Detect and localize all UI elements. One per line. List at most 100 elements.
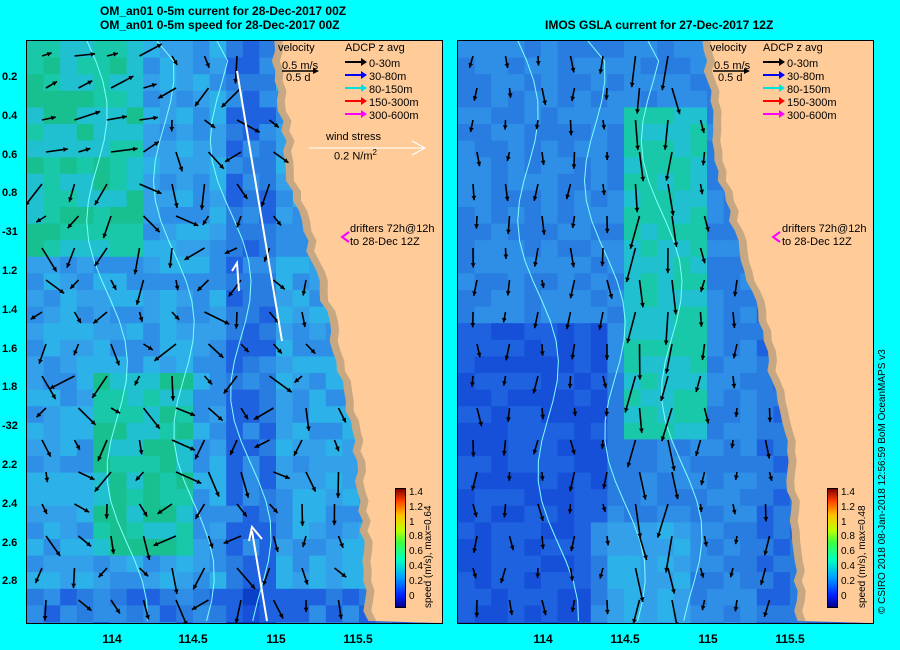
speed-cell [143, 90, 161, 108]
speed-cell [541, 456, 559, 474]
current-arrow [661, 55, 669, 91]
speed-cell [673, 439, 691, 457]
speed-cell [126, 489, 144, 507]
speed-cell [193, 190, 211, 208]
speed-cell [690, 207, 708, 225]
speed-cell [209, 356, 227, 374]
speed-cell [110, 456, 128, 474]
speed-cell [541, 57, 559, 75]
colorbar-tick: 0.2 [841, 575, 855, 587]
speed-cell [773, 522, 791, 540]
current-arrowhead [570, 607, 576, 612]
speed-cell [43, 389, 61, 407]
speed-cell [707, 389, 725, 407]
current-arrowhead [66, 262, 71, 268]
speed-cell [359, 622, 377, 623]
speed-cell [309, 539, 327, 557]
speed-cell [474, 356, 492, 374]
speed-cell [657, 605, 675, 623]
speed-cell [524, 422, 542, 440]
speed-cell [507, 124, 525, 142]
speed-cell [27, 173, 45, 191]
speed-cell [673, 256, 691, 274]
speed-cell [474, 306, 492, 324]
speed-cell [507, 207, 525, 225]
current-arrowhead [208, 543, 214, 549]
current-arrowhead [472, 548, 477, 553]
speed-cell [491, 373, 509, 391]
speed-cell [309, 472, 327, 490]
current-arrowhead [626, 338, 631, 344]
speed-cell [690, 406, 708, 424]
current-arrowhead [272, 508, 278, 513]
speed-cell [93, 57, 111, 75]
speed-cell [574, 107, 592, 125]
speed-cell [474, 522, 492, 540]
speed-cell [607, 406, 625, 424]
current-arrowhead [338, 614, 344, 620]
speed-cell [126, 207, 144, 225]
drifters-line2-right: to 28-Dec 12Z [782, 236, 852, 248]
current-arrowhead [569, 546, 575, 552]
speed-cell [309, 505, 327, 523]
x-tick-115-right: 115 [698, 632, 718, 646]
current-arrowhead [95, 110, 101, 116]
speed-cell [458, 140, 476, 158]
speed-cell [507, 240, 525, 258]
speed-cell [607, 173, 625, 191]
side-credit: © CSIRO 2018 08-Jan-2018 12:56:59 BoM Oc… [877, 349, 888, 614]
speed-cell [524, 406, 542, 424]
speed-cell [541, 588, 559, 606]
speed-cell [43, 157, 61, 175]
speed-cell [242, 555, 260, 573]
speed-cell [574, 273, 592, 291]
current-arrowhead [730, 443, 735, 449]
speed-cell [143, 107, 161, 125]
speed-cell [474, 323, 492, 341]
speed-cell [276, 588, 294, 606]
current-arrowhead [254, 443, 260, 448]
speed-cell [126, 223, 144, 241]
speed-cell [590, 389, 608, 407]
speed-cell [27, 489, 45, 507]
speed-cell [143, 622, 161, 623]
speed-cell [458, 572, 476, 590]
speed-cell [458, 207, 476, 225]
speed-cell [242, 439, 260, 457]
speed-cell [342, 522, 360, 540]
left-map-panel[interactable] [26, 40, 443, 624]
current-arrowhead [68, 197, 73, 202]
current-arrowhead [112, 284, 117, 290]
speed-cell [773, 439, 791, 457]
velocity-scale-arrowhead [313, 68, 319, 74]
speed-cell [226, 622, 244, 623]
speed-cell [276, 572, 294, 590]
speed-cell [541, 240, 559, 258]
speed-cell [690, 124, 708, 142]
speed-cell [292, 273, 310, 291]
speed-cell [524, 190, 542, 208]
speed-cell [242, 622, 260, 623]
speed-cell [607, 256, 625, 274]
speed-cell [507, 57, 525, 75]
velocity-scale-left: 0.5 m/s [282, 60, 319, 72]
right-map-panel[interactable] [457, 40, 874, 624]
speed-cell [126, 356, 144, 374]
speed-cell [557, 57, 575, 75]
speed-cell [126, 622, 144, 623]
current-arrow [665, 311, 669, 345]
speed-cell [673, 323, 691, 341]
speed-cell [640, 422, 658, 440]
current-arrowhead [341, 417, 346, 423]
current-arrowhead [283, 158, 289, 163]
current-arrowhead [508, 610, 514, 616]
speed-cell [507, 572, 525, 590]
speed-cell [126, 605, 144, 623]
speed-cell [507, 588, 525, 606]
current-arrowhead [147, 345, 153, 350]
y-tick-label: 0.6 [2, 148, 18, 161]
speed-cell [507, 90, 525, 108]
speed-cell [574, 124, 592, 142]
adcp-legend-label: 80-150m [787, 84, 831, 96]
speed-cell [276, 422, 294, 440]
